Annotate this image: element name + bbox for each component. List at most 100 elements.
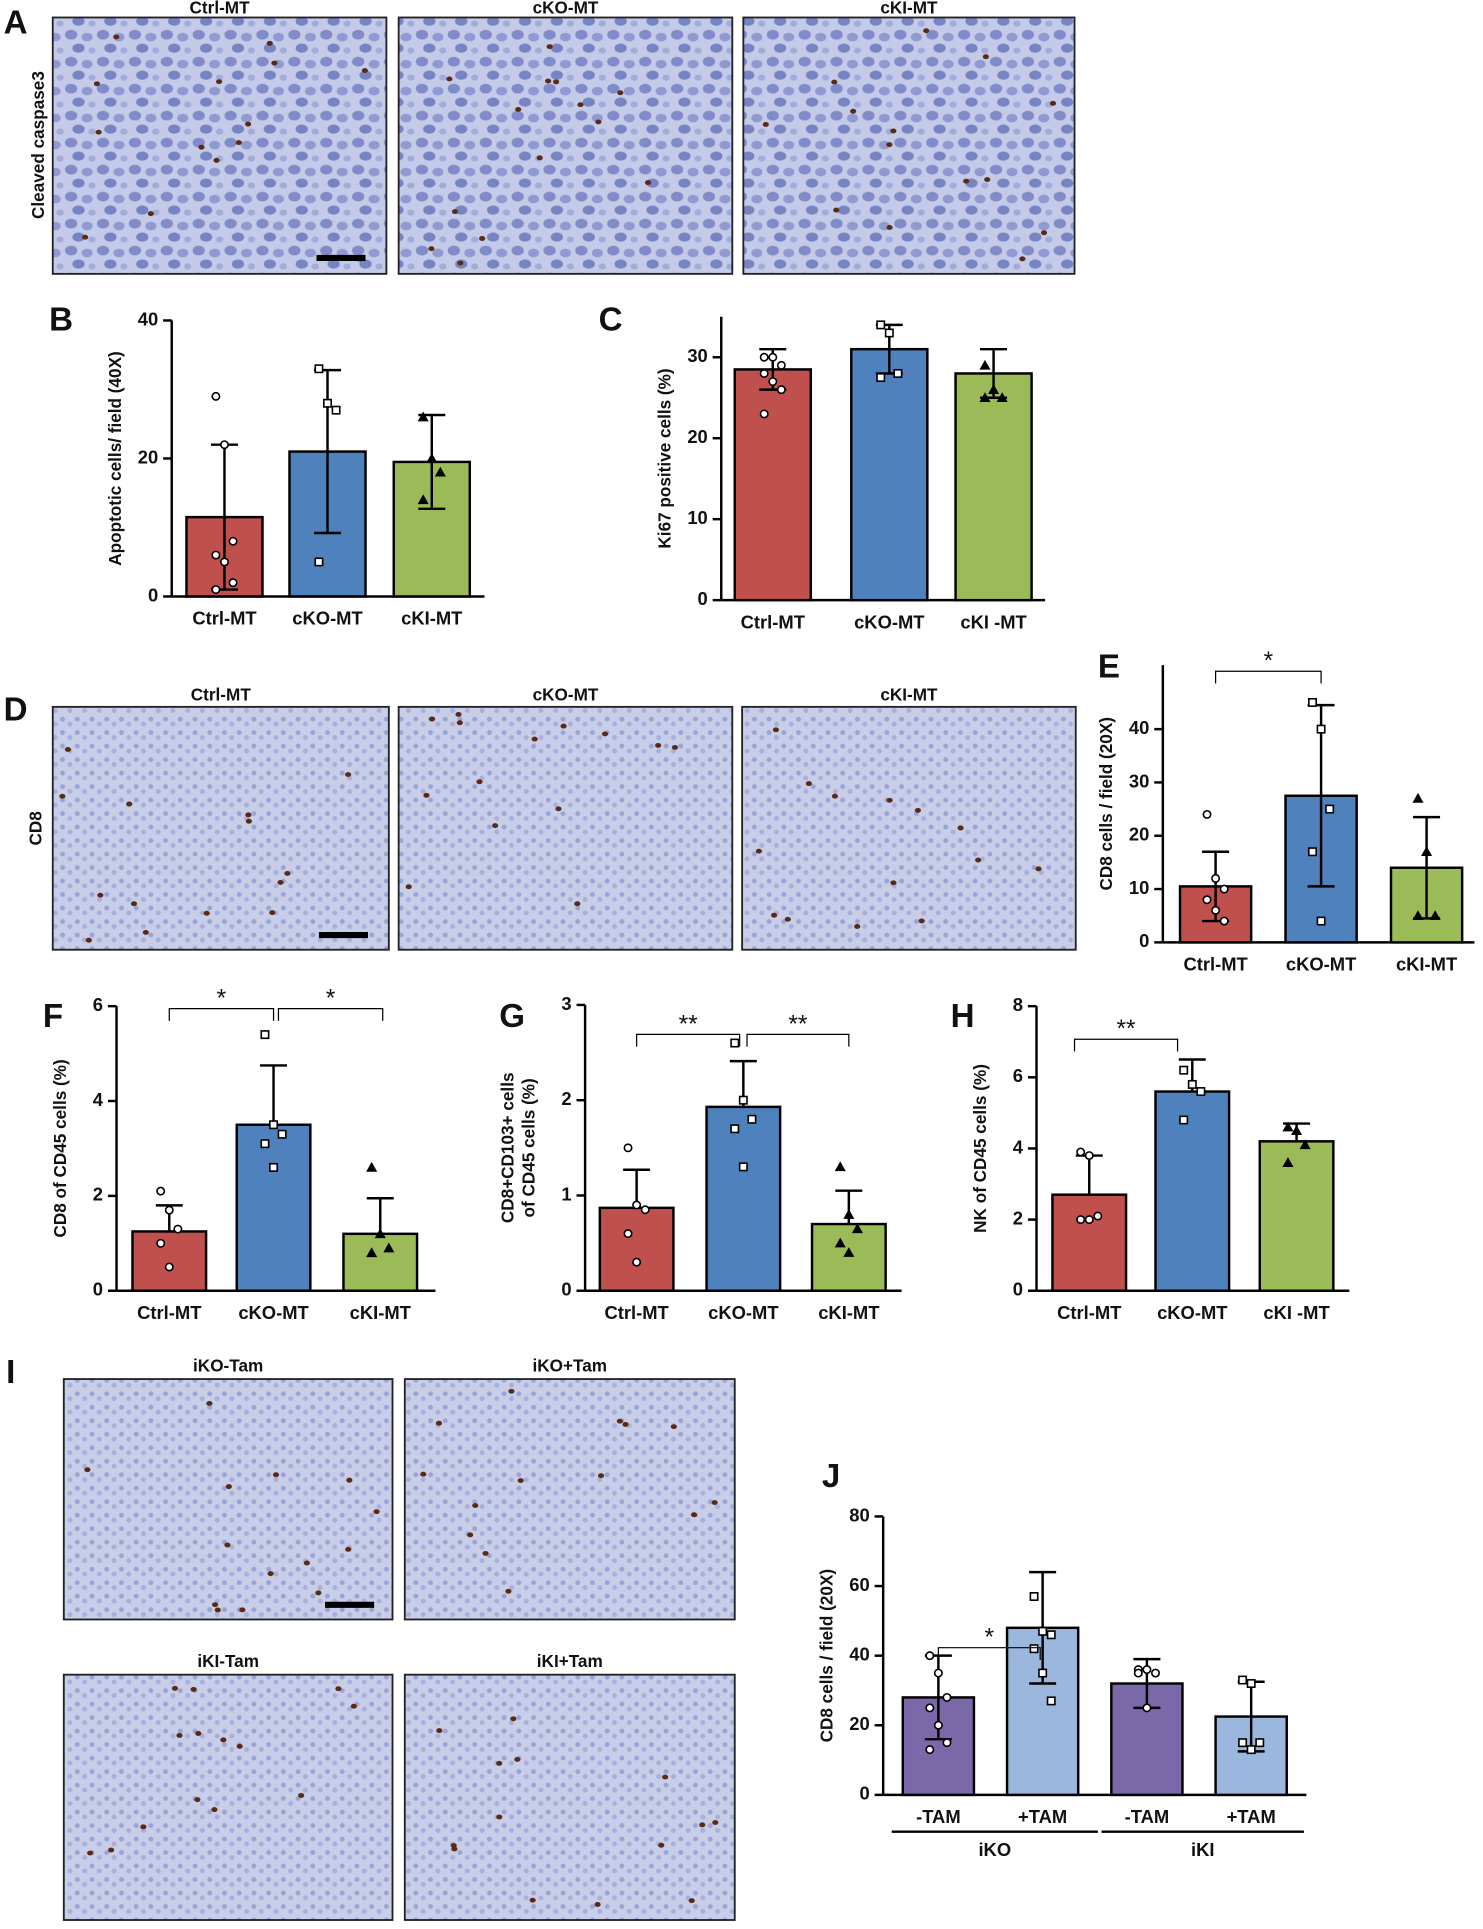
stain-dot bbox=[594, 1902, 601, 1907]
data-point bbox=[314, 364, 324, 374]
data-point bbox=[623, 1229, 633, 1239]
y-tick-label: 0 bbox=[698, 588, 708, 609]
stain-dot bbox=[303, 1560, 310, 1566]
data-point bbox=[1142, 1703, 1152, 1713]
stain-dot bbox=[508, 1388, 515, 1394]
stain-dot bbox=[435, 1420, 443, 1426]
data-point bbox=[1282, 1121, 1294, 1132]
stain-dot bbox=[190, 1686, 197, 1692]
y-tick-label: 20 bbox=[687, 426, 707, 447]
stain-dot bbox=[975, 857, 982, 863]
x-tick-label: cKI-MT bbox=[401, 608, 463, 629]
stain-dot bbox=[496, 1814, 503, 1820]
data-point bbox=[228, 578, 238, 588]
stain-dot bbox=[220, 1737, 227, 1743]
stain-dot bbox=[198, 144, 205, 150]
data-point bbox=[1151, 1668, 1160, 1678]
data-point bbox=[1429, 910, 1441, 921]
y-axis-label: CD8+CD103+ cells bbox=[498, 1072, 518, 1223]
y-tick-label: 30 bbox=[1129, 770, 1149, 791]
image-title: iKO-Tam bbox=[193, 1355, 263, 1375]
stain-dot bbox=[84, 1467, 91, 1473]
data-point bbox=[1308, 847, 1317, 857]
data-point bbox=[366, 1161, 378, 1172]
data-point bbox=[1255, 1738, 1265, 1748]
image-title: cKI-MT bbox=[880, 0, 938, 17]
image-title: iKI-Tam bbox=[197, 1651, 259, 1671]
stain-dot bbox=[671, 744, 679, 750]
stain-dot bbox=[963, 178, 970, 184]
data-point bbox=[1179, 1065, 1189, 1075]
stain-dot bbox=[224, 1542, 231, 1548]
x-tick-label: Ctrl-MT bbox=[741, 611, 806, 632]
y-tick-label: 8 bbox=[1013, 994, 1023, 1015]
y-tick-label: 20 bbox=[1129, 824, 1149, 845]
stain-dot bbox=[854, 924, 861, 929]
data-point bbox=[1093, 1211, 1103, 1221]
bar bbox=[131, 1230, 208, 1292]
stain-dot bbox=[784, 916, 791, 922]
data-point bbox=[1299, 1139, 1311, 1150]
data-point bbox=[173, 1224, 183, 1234]
stain-dot bbox=[805, 781, 812, 787]
stain-dot bbox=[1019, 256, 1026, 262]
stain-dot bbox=[451, 209, 459, 215]
data-point bbox=[323, 398, 332, 408]
panel-letter: J bbox=[822, 1458, 840, 1495]
data-point bbox=[1038, 1668, 1048, 1678]
data-point bbox=[1316, 724, 1326, 734]
data-point bbox=[1421, 846, 1433, 857]
stain-dot bbox=[529, 1897, 536, 1903]
stain-dot bbox=[577, 102, 584, 108]
y-axis-label: of CD45 cells (%) bbox=[518, 1078, 538, 1217]
significance-bracket bbox=[937, 1647, 1041, 1660]
significance-bracket bbox=[277, 1007, 384, 1021]
stain-dot bbox=[711, 1500, 718, 1505]
data-point bbox=[1202, 809, 1212, 819]
x-tick-label: cKO-MT bbox=[292, 608, 363, 629]
bar bbox=[235, 1123, 312, 1292]
significance-label: * bbox=[985, 1625, 995, 1652]
image-title: cKO-MT bbox=[533, 684, 599, 704]
side-label: CD8 bbox=[25, 811, 45, 846]
stain-dot bbox=[536, 155, 543, 161]
data-point bbox=[738, 1162, 748, 1172]
data-point bbox=[426, 452, 438, 463]
data-point bbox=[417, 411, 429, 422]
y-tick-label: 20 bbox=[138, 446, 158, 467]
data-point bbox=[219, 557, 229, 567]
stain-dot bbox=[616, 1418, 623, 1424]
stain-dot bbox=[194, 1797, 201, 1803]
data-point bbox=[640, 1205, 650, 1215]
stain-dot bbox=[140, 1824, 147, 1830]
data-point bbox=[1412, 792, 1424, 803]
significance-bracket bbox=[746, 1033, 850, 1047]
y-tick-label: 4 bbox=[1013, 1136, 1024, 1157]
stain-dot bbox=[405, 884, 412, 890]
bar bbox=[850, 347, 929, 602]
stain-dot bbox=[712, 1820, 719, 1825]
stain-dot bbox=[266, 40, 273, 46]
y-tick-label: 20 bbox=[849, 1713, 869, 1734]
x-tick-label: cKO-MT bbox=[854, 611, 925, 632]
data-point bbox=[738, 1095, 748, 1105]
y-axis-label: Ki67 positive cells (%) bbox=[655, 368, 675, 548]
stain-dot bbox=[346, 1477, 353, 1483]
image-title: iKI+Tam bbox=[537, 1651, 603, 1671]
data-point bbox=[1219, 916, 1229, 926]
stain-dot bbox=[886, 225, 893, 230]
micrograph bbox=[51, 705, 390, 951]
data-point bbox=[211, 391, 221, 401]
stain-dot bbox=[831, 79, 838, 85]
stain-dot bbox=[267, 1571, 274, 1577]
stain-dot bbox=[531, 736, 538, 742]
data-point bbox=[893, 368, 903, 378]
stain-dot bbox=[923, 28, 930, 34]
stain-dot bbox=[235, 140, 242, 146]
stain-dot bbox=[505, 1588, 512, 1594]
stain-dot bbox=[886, 142, 893, 148]
stain-dot bbox=[560, 723, 567, 729]
stain-dot bbox=[428, 246, 435, 252]
